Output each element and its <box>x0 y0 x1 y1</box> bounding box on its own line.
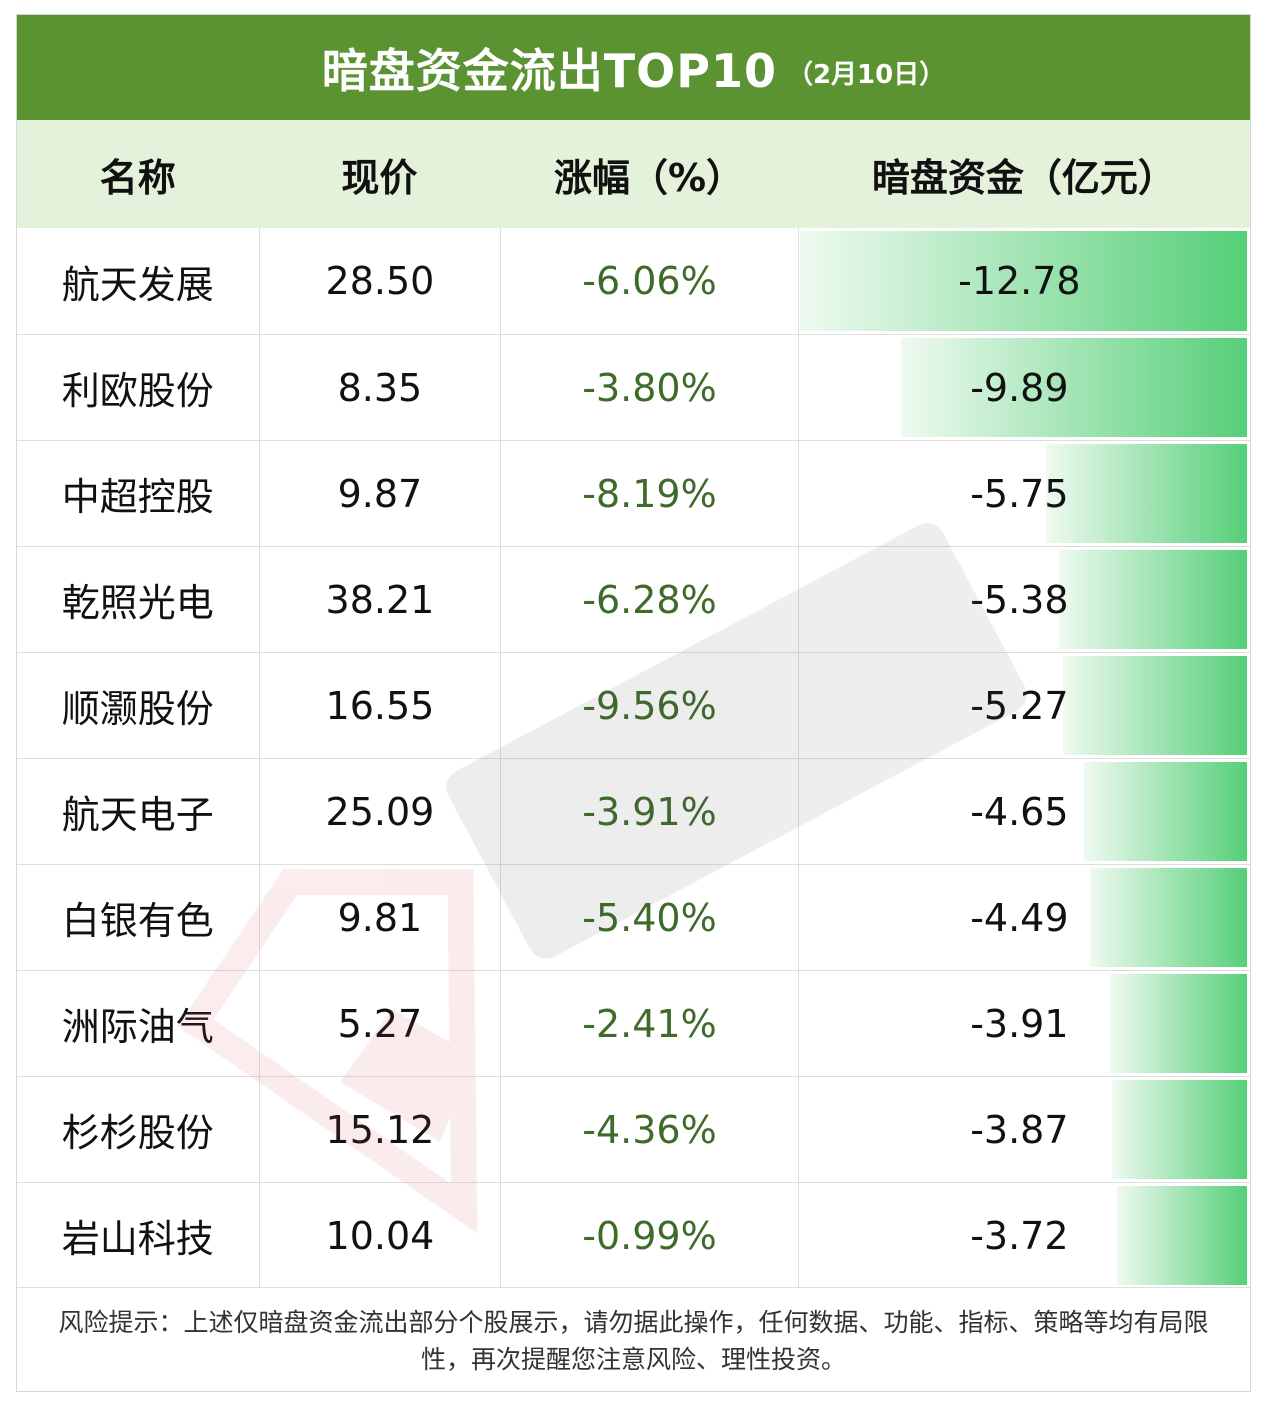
stock-price: 9.81 <box>258 865 501 970</box>
flow-value: -5.27 <box>970 683 1069 728</box>
table-row: 航天发展 28.50 -6.06% -12.78 <box>17 228 1250 334</box>
flow-bar <box>901 338 1247 437</box>
stock-change: -9.56% <box>500 653 798 758</box>
flow-value: -3.87 <box>970 1107 1069 1152</box>
table-row: 航天电子 25.09 -3.91% -4.65 <box>17 758 1250 864</box>
stock-name: 乾照光电 <box>61 581 214 625</box>
flow-value: -5.38 <box>970 577 1069 622</box>
stock-name: 岩山科技 <box>61 1217 214 1261</box>
stock-flow-cell: -5.38 <box>797 547 1250 652</box>
header-flow: 暗盘资金（亿元） <box>871 155 1176 200</box>
table-header: 名称 现价 涨幅（%） 暗盘资金（亿元） <box>17 120 1250 228</box>
stock-change: -6.28% <box>500 547 798 652</box>
chart-title: 暗盘资金流出TOP10 <box>321 43 777 98</box>
flow-value: -4.49 <box>970 895 1069 940</box>
table-row: 利欧股份 8.35 -3.80% -9.89 <box>17 334 1250 440</box>
flow-value: -3.91 <box>970 1001 1069 1046</box>
stock-name: 利欧股份 <box>61 369 214 413</box>
table-row: 洲际油气 5.27 -2.41% -3.91 <box>17 970 1250 1076</box>
stock-change: -5.40% <box>500 865 798 970</box>
stock-price: 25.09 <box>258 759 501 864</box>
flow-bar <box>1117 1186 1247 1285</box>
stock-flow-cell: -4.65 <box>797 759 1250 864</box>
stock-flow-cell: -12.78 <box>797 228 1250 334</box>
stock-flow-cell: -3.72 <box>797 1183 1250 1288</box>
risk-disclaimer: 风险提示：上述仅暗盘资金流出部分个股展示，请勿据此操作，任何数据、功能、指标、策… <box>17 1287 1250 1393</box>
flow-value: -3.72 <box>970 1213 1069 1258</box>
flow-bar <box>1110 974 1247 1073</box>
stock-name: 航天电子 <box>61 793 214 837</box>
header-price: 现价 <box>341 155 418 200</box>
stock-price: 10.04 <box>258 1183 501 1288</box>
flow-bar <box>1063 656 1247 755</box>
stock-price: 16.55 <box>258 653 501 758</box>
stock-flow-cell: -5.75 <box>797 441 1250 546</box>
table-card: 暗盘资金流出TOP10 （2月10日） 名称 现价 涨幅（%） 暗盘资金（亿元）… <box>16 14 1251 1392</box>
stock-price: 38.21 <box>258 547 501 652</box>
stock-name: 顺灏股份 <box>61 687 214 731</box>
stock-flow-cell: -9.89 <box>797 335 1250 440</box>
chart-date: （2月10日） <box>786 60 946 90</box>
stock-price: 8.35 <box>258 335 501 440</box>
flow-bar <box>1084 762 1247 861</box>
stock-flow-cell: -4.49 <box>797 865 1250 970</box>
flow-bar <box>800 231 1247 331</box>
stock-flow-cell: -3.87 <box>797 1077 1250 1182</box>
stock-change: -2.41% <box>500 971 798 1076</box>
stock-name: 洲际油气 <box>61 1005 214 1049</box>
stock-change: -8.19% <box>500 441 798 546</box>
table-row: 中超控股 9.87 -8.19% -5.75 <box>17 440 1250 546</box>
table-row: 白银有色 9.81 -5.40% -4.49 <box>17 864 1250 970</box>
flow-value: -5.75 <box>970 471 1069 516</box>
stock-change: -0.99% <box>500 1183 798 1288</box>
stock-price: 5.27 <box>258 971 501 1076</box>
table-row: 乾照光电 38.21 -6.28% -5.38 <box>17 546 1250 652</box>
table-row: 岩山科技 10.04 -0.99% -3.72 <box>17 1182 1250 1288</box>
table-body: 航天发展 28.50 -6.06% -12.78 利欧股份 8.35 -3.80% -9.89… <box>17 228 1250 1288</box>
flow-bar <box>1059 550 1247 649</box>
flow-value: -9.89 <box>970 365 1069 410</box>
stock-flow-cell: -5.27 <box>797 653 1250 758</box>
stock-price: 9.87 <box>258 441 501 546</box>
table-row: 杉杉股份 15.12 -4.36% -3.87 <box>17 1076 1250 1182</box>
stock-name: 白银有色 <box>61 899 214 943</box>
title-bar: 暗盘资金流出TOP10 （2月10日） <box>17 15 1250 120</box>
flow-bar <box>1112 1080 1247 1179</box>
stock-price: 15.12 <box>258 1077 501 1182</box>
stock-name: 航天发展 <box>61 262 214 307</box>
stock-price: 28.50 <box>258 228 501 334</box>
header-change: 涨幅（%） <box>553 155 745 200</box>
stock-change: -6.06% <box>500 228 798 334</box>
table-row: 顺灏股份 16.55 -9.56% -5.27 <box>17 652 1250 758</box>
flow-bar <box>1090 868 1247 967</box>
stock-name: 杉杉股份 <box>61 1111 214 1155</box>
stock-change: -4.36% <box>500 1077 798 1182</box>
header-name: 名称 <box>99 155 176 200</box>
stock-change: -3.91% <box>500 759 798 864</box>
flow-value: -12.78 <box>958 259 1081 303</box>
stock-flow-cell: -3.91 <box>797 971 1250 1076</box>
flow-bar <box>1046 444 1247 543</box>
stock-name: 中超控股 <box>61 475 214 519</box>
stock-change: -3.80% <box>500 335 798 440</box>
flow-value: -4.65 <box>970 789 1069 834</box>
